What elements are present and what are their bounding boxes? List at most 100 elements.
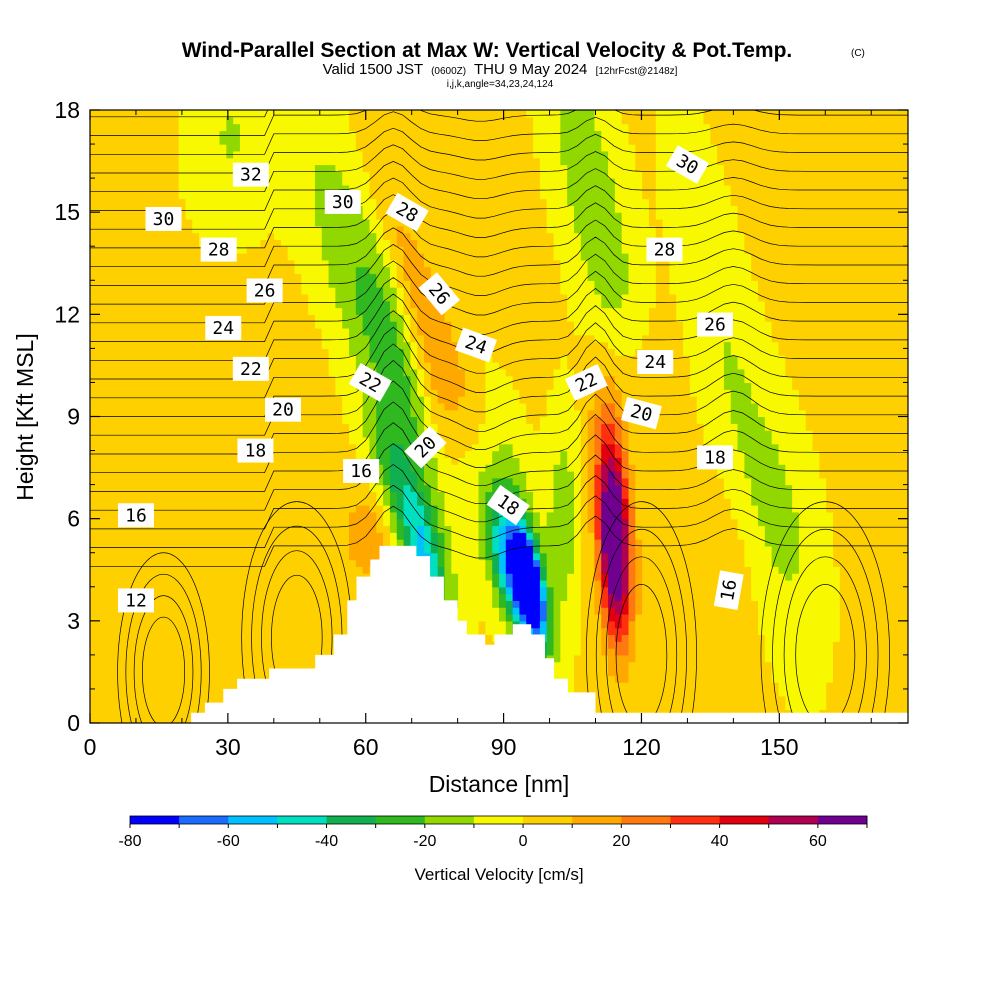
velocity-cell: [451, 559, 459, 567]
velocity-cell: [151, 389, 159, 397]
velocity-cell: [164, 368, 173, 377]
velocity-cell: [410, 525, 418, 533]
velocity-cell: [246, 273, 255, 281]
velocity-cell: [424, 334, 432, 343]
velocity-cell: [274, 607, 282, 615]
velocity-cell: [124, 573, 132, 581]
velocity-cell: [410, 539, 418, 547]
velocity-cell: [110, 416, 118, 424]
velocity-cell: [96, 648, 105, 656]
velocity-cell: [321, 164, 330, 172]
velocity-cell: [110, 314, 118, 322]
velocity-cell: [294, 259, 302, 268]
velocity-cell: [151, 532, 159, 540]
velocity-cell: [239, 341, 248, 349]
velocity-cell: [362, 402, 371, 411]
velocity-cell: [246, 198, 255, 206]
velocity-cell: [130, 341, 139, 349]
velocity-cell: [124, 239, 132, 247]
velocity-cell: [226, 116, 234, 125]
velocity-cell: [294, 198, 302, 206]
velocity-cell: [335, 457, 343, 465]
velocity-cell: [362, 518, 371, 527]
velocity-cell: [424, 362, 432, 370]
velocity-cell: [437, 253, 446, 261]
velocity-cell: [151, 695, 159, 704]
velocity-cell: [192, 164, 200, 172]
velocity-cell: [253, 668, 262, 676]
velocity-cell: [226, 443, 234, 452]
velocity-cell: [96, 232, 105, 241]
velocity-cell: [158, 198, 166, 206]
velocity-cell: [335, 273, 343, 281]
velocity-cell: [383, 130, 391, 138]
velocity-cell: [151, 648, 159, 656]
velocity-cell: [158, 716, 166, 723]
velocity-cell: [321, 423, 330, 431]
velocity-cell: [260, 505, 268, 513]
velocity-cell: [362, 280, 371, 288]
velocity-cell: [192, 205, 200, 213]
velocity-cell: [199, 539, 207, 547]
velocity-cell: [369, 348, 377, 356]
velocity-cell: [451, 116, 459, 125]
velocity-cell: [321, 334, 330, 343]
velocity-cell: [233, 307, 241, 315]
velocity-cell: [294, 110, 302, 118]
velocity-cell: [137, 477, 146, 486]
velocity-cell: [328, 225, 336, 234]
velocity-cell: [171, 695, 180, 704]
velocity-cell: [410, 123, 418, 132]
velocity-cell: [383, 450, 391, 458]
velocity-cell: [171, 191, 180, 200]
velocity-cell: [124, 443, 132, 452]
velocity-cell: [451, 362, 459, 370]
velocity-cell: [389, 532, 398, 540]
velocity-cell: [301, 436, 309, 445]
velocity-cell: [267, 389, 275, 397]
velocity-cell: [212, 341, 221, 349]
velocity-cell: [219, 157, 227, 166]
velocity-cell: [280, 654, 289, 663]
velocity-cell: [219, 430, 227, 438]
velocity-cell: [178, 573, 187, 581]
velocity-cell: [130, 184, 139, 193]
velocity-cell: [124, 389, 132, 397]
velocity-cell: [96, 675, 105, 683]
velocity-cell: [314, 552, 323, 561]
velocity-cell: [130, 110, 139, 118]
velocity-cell: [205, 396, 214, 404]
velocity-cell: [280, 498, 289, 506]
velocity-cell: [267, 539, 275, 547]
velocity-cell: [185, 477, 193, 486]
velocity-cell: [458, 280, 466, 288]
velocity-cell: [342, 184, 350, 193]
velocity-cell: [205, 178, 214, 186]
velocity-cell: [185, 334, 193, 343]
velocity-cell: [376, 157, 384, 166]
velocity-cell: [212, 443, 221, 452]
velocity-cell: [96, 314, 105, 322]
velocity-cell: [328, 116, 336, 125]
velocity-cell: [342, 355, 350, 363]
velocity-cell: [151, 716, 159, 723]
velocity-cell: [185, 702, 193, 710]
velocity-cell: [396, 430, 405, 438]
velocity-cell: [151, 259, 159, 268]
velocity-cell: [355, 280, 364, 288]
velocity-cell: [349, 164, 357, 172]
velocity-cell: [253, 552, 262, 561]
velocity-cell: [124, 205, 132, 213]
velocity-cell: [137, 205, 146, 213]
velocity-cell: [137, 634, 146, 642]
velocity-cell: [185, 443, 193, 452]
velocity-cell: [342, 246, 350, 254]
velocity-cell: [110, 464, 118, 472]
velocity-cell: [424, 205, 432, 213]
velocity-cell: [137, 389, 146, 397]
velocity-cell: [110, 164, 118, 172]
velocity-cell: [287, 532, 296, 540]
velocity-cell: [342, 436, 350, 445]
velocity-cell: [253, 593, 262, 601]
velocity-cell: [349, 300, 357, 309]
